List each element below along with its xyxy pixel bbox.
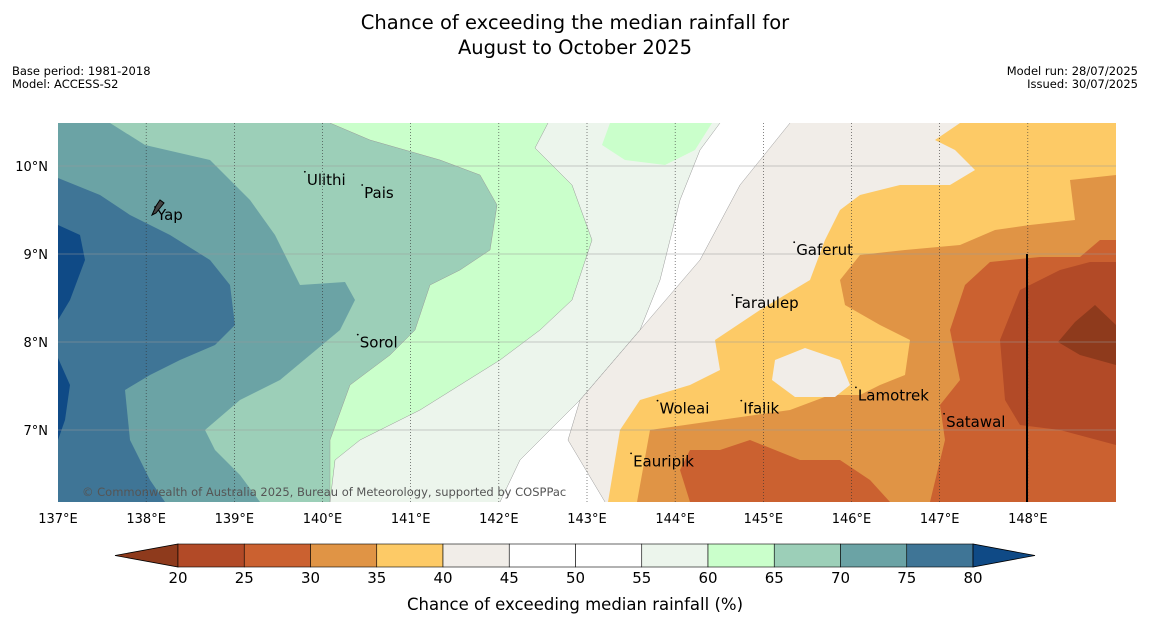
place-label: Lamotrek xyxy=(858,386,929,404)
colorbar-segment xyxy=(177,543,245,568)
longitude-ticks: 137°E 138°E 139°E 140°E 141°E 142°E 143°E 144°E… xyxy=(38,512,1047,527)
colorbar-tick-label: 50 xyxy=(566,569,585,587)
colorbar-extend-high xyxy=(972,543,1036,568)
place-label: Gaferut xyxy=(796,241,853,259)
colorbar-title: Chance of exceeding median rainfall (%) xyxy=(407,595,743,614)
longitude-tick-label: 144°E xyxy=(655,512,695,527)
place-label: Satawal xyxy=(946,413,1005,431)
colorbar-segment xyxy=(376,543,444,568)
contour-line xyxy=(567,123,791,502)
longitude-tick-label: 139°E xyxy=(215,512,255,527)
place-marker xyxy=(740,399,743,402)
place-marker xyxy=(656,399,659,402)
place-marker xyxy=(356,333,359,336)
place-marker xyxy=(361,184,364,186)
colorbar: 20 25 30 35 40 45 50 55 60 65 70 75 80 xyxy=(114,543,1036,587)
place-label: Yap xyxy=(156,206,183,224)
colorbar-tick-label: 65 xyxy=(765,569,784,587)
band-80-plus xyxy=(58,178,235,502)
colorbar-segment xyxy=(243,543,311,568)
band-below-20 xyxy=(1058,305,1116,365)
colorbar-tick-label: 45 xyxy=(500,569,519,587)
place-marker xyxy=(793,241,796,244)
longitude-tick-label: 143°E xyxy=(567,512,607,527)
colorbar-segment xyxy=(707,543,775,568)
longitude-tick-label: 140°E xyxy=(303,512,343,527)
colorbar-tick-label: 55 xyxy=(632,569,651,587)
band-85-plus-lower xyxy=(58,358,70,440)
model-run: Model run: 28/07/2025 xyxy=(1006,64,1138,78)
place-label: Ulithi xyxy=(307,171,346,189)
latitude-ticks: 10°N 9°N 8°N 7°N xyxy=(15,160,48,439)
place-label: Ifalik xyxy=(743,400,779,418)
place-label: Faraulep xyxy=(734,294,798,312)
contour-line xyxy=(329,123,593,502)
band-25-30 xyxy=(680,240,1116,502)
place-marker xyxy=(630,452,632,455)
band-85-plus xyxy=(58,225,85,320)
issued-date: Issued: 30/07/2025 xyxy=(1027,77,1138,91)
yap-island-outline xyxy=(150,199,165,217)
place-label: Pais xyxy=(364,184,394,202)
band-65-70-patch xyxy=(602,123,712,165)
band-45-50-island xyxy=(772,348,850,397)
colorbar-tick-label: 20 xyxy=(168,569,187,587)
longitude-tick-label: 145°E xyxy=(744,512,784,527)
colorbar-extend-low xyxy=(114,543,179,568)
colorbar-tick-label: 60 xyxy=(698,569,717,587)
place-marker xyxy=(303,170,306,173)
colorbar-segment xyxy=(508,543,576,568)
place-marker xyxy=(731,294,734,296)
copyright-notice: © Commonwealth of Australia 2025, Bureau… xyxy=(82,485,566,499)
latitude-tick-label: 8°N xyxy=(24,336,49,351)
longitude-tick-label: 148°E xyxy=(1008,512,1048,527)
colorbar-tick-label: 70 xyxy=(831,569,850,587)
latitude-tick-label: 9°N xyxy=(24,248,49,263)
colorbar-tick-label: 75 xyxy=(897,569,916,587)
longitude-tick-label: 147°E xyxy=(920,512,960,527)
colorbar-tick-label: 40 xyxy=(433,569,452,587)
place-label: Sorol xyxy=(360,334,398,352)
gridlines xyxy=(58,123,1116,502)
colorbar-tick-label: 30 xyxy=(301,569,320,587)
colorbar-tick-label: 35 xyxy=(367,569,386,587)
colorbar-tick-label: 25 xyxy=(235,569,254,587)
longitude-tick-label: 142°E xyxy=(479,512,519,527)
longitude-tick-label: 137°E xyxy=(38,512,78,527)
contour-line xyxy=(329,123,498,502)
latitude-tick-label: 7°N xyxy=(24,424,49,439)
title-line-1: Chance of exceeding the median rainfall … xyxy=(360,11,790,34)
colorbar-segment xyxy=(773,543,841,568)
colorbar-segment xyxy=(575,543,643,568)
title-line-2: August to October 2025 xyxy=(457,36,693,59)
meta-left: Base period: 1981-2018 Model: ACCESS-S2 xyxy=(12,65,151,91)
colorbar-tick-label: 80 xyxy=(963,569,982,587)
longitude-tick-label: 146°E xyxy=(832,512,872,527)
latitude-tick-label: 10°N xyxy=(15,160,48,175)
map-title: Chance of exceeding the median rainfall … xyxy=(0,10,1150,60)
place-marker xyxy=(855,386,857,389)
colorbar-segment xyxy=(840,543,908,568)
place-marker xyxy=(943,412,945,415)
contour-line xyxy=(499,123,721,502)
band-20-25 xyxy=(1000,262,1116,445)
meta-right: Model run: 28/07/2025 Issued: 30/07/2025 xyxy=(1007,65,1138,91)
colorbar-segment xyxy=(310,543,378,568)
colorbar-segment xyxy=(641,543,709,568)
colorbar-segment xyxy=(442,543,510,568)
place-label: Eauripik xyxy=(633,452,694,470)
longitude-tick-label: 141°E xyxy=(391,512,431,527)
colorbar-segment xyxy=(906,543,974,568)
place-label: Woleai xyxy=(660,400,710,418)
model-name: Model: ACCESS-S2 xyxy=(12,77,119,91)
longitude-tick-label: 138°E xyxy=(126,512,166,527)
place-labels: Ulithi Pais Yap Gaferut Faraulep Sorol Lamotre… xyxy=(154,170,1005,470)
base-period: Base period: 1981-2018 xyxy=(12,64,151,78)
